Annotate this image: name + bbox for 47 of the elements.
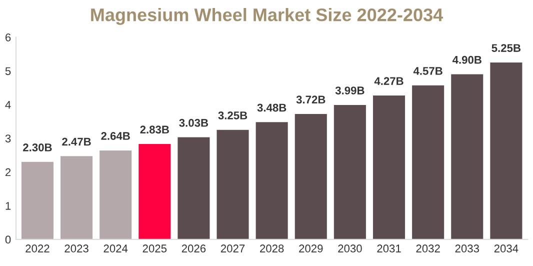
x-tick-label: 2022 — [26, 244, 50, 252]
data-label: 4.57B — [413, 67, 442, 75]
data-label: 3.03B — [179, 118, 208, 127]
data-label: 3.25B — [218, 112, 248, 120]
x-tick-label: 2029 — [299, 244, 323, 252]
data-label: 3.99B — [335, 86, 364, 94]
y-tick-label: 2 — [6, 168, 11, 176]
bar — [256, 122, 288, 240]
bar — [412, 85, 444, 240]
bar — [372, 96, 406, 240]
data-label: 2.30B — [23, 144, 52, 152]
bar — [21, 162, 54, 240]
x-tick-label: 2024 — [104, 244, 128, 252]
bar — [490, 62, 522, 240]
bar — [294, 114, 327, 240]
y-tick-label: 3 — [5, 134, 11, 142]
y-tick-label: 1 — [6, 202, 11, 210]
x-tick-label: 2025 — [142, 244, 167, 252]
x-tick-label: 2032 — [416, 244, 440, 252]
data-label: 4.90B — [452, 56, 482, 64]
bar — [216, 130, 249, 240]
data-label: 2.64B — [101, 132, 130, 140]
x-tick-label: 2033 — [455, 244, 479, 252]
x-tick-label: 2031 — [377, 244, 401, 252]
bar — [178, 137, 210, 240]
data-label: 2.83B — [140, 126, 169, 134]
y-tick-label: 5 — [5, 67, 11, 76]
bar — [100, 150, 132, 240]
x-tick-label: 2027 — [220, 244, 245, 252]
bar — [451, 74, 484, 240]
data-label: 2.47B — [62, 138, 91, 146]
bar — [138, 144, 171, 240]
bar — [334, 104, 366, 240]
data-label: 3.72B — [296, 96, 326, 104]
chart-title: Magnesium Wheel Market Size 2022-2034 — [91, 8, 444, 25]
data-label: 4.27B — [374, 77, 404, 85]
bar — [60, 156, 93, 240]
x-tick-label: 2023 — [64, 244, 88, 252]
x-tick-label: 2030 — [338, 244, 362, 252]
x-tick-label: 2034 — [494, 244, 518, 252]
x-tick-label: 2026 — [182, 244, 206, 252]
y-tick-label: 6 — [6, 34, 11, 42]
y-tick-label: 0 — [5, 236, 11, 244]
x-tick-label: 2028 — [260, 244, 284, 252]
y-tick-label: 4 — [5, 101, 11, 109]
data-label: 5.25B — [492, 44, 521, 52]
data-label: 3.48B — [257, 104, 286, 112]
